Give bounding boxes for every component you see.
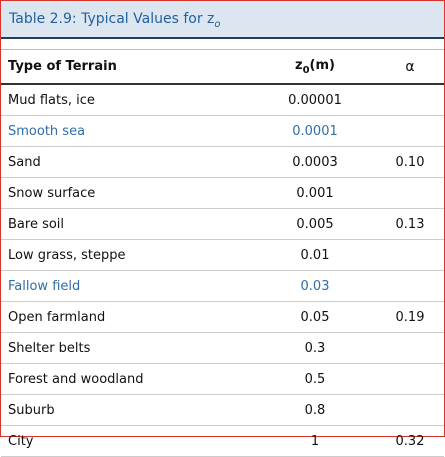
terrain-cell: Suburb [1,394,254,426]
terrain-cell: Mud flats, ice [1,84,254,116]
alpha-cell [376,363,444,395]
data-table: Type of Terrain z0(m) α Mud flats, ice 0.… [1,49,444,457]
table-title: Table 2.9: Typical Values for zo [1,1,444,39]
column-header: z0(m) [254,49,376,85]
alpha-cell [376,115,444,147]
column-header-text: z [295,57,303,73]
terrain-cell: Open farmland [1,301,254,333]
z0-cell: 0.0001 [254,115,376,147]
alpha-cell [376,394,444,426]
z0-cell: 0.005 [254,208,376,240]
table-row: Bare soil 0.005 0.13 [1,208,444,240]
terrain-cell: Forest and woodland [1,363,254,395]
table-row: Sand 0.0003 0.10 [1,146,444,178]
alpha-cell: 0.10 [376,146,444,178]
table-row: Snow surface 0.001 [1,177,444,209]
z0-cell: 0.00001 [254,84,376,116]
z0-cell: 0.03 [254,270,376,302]
table-body: Mud flats, ice 0.00001 Smooth sea 0.0001 San… [1,84,444,457]
alpha-cell [376,270,444,302]
alpha-cell: 0.19 [376,301,444,333]
table-row: Low grass, steppe 0.01 [1,239,444,271]
column-header: Type of Terrain [1,49,254,85]
z0-cell: 0.0003 [254,146,376,178]
terrain-cell: Low grass, steppe [1,239,254,271]
alpha-cell [376,177,444,209]
table-row: City 1 0.32 [1,425,444,457]
alpha-cell [376,332,444,364]
title-text: Table 2.9: Typical Values for z [9,11,215,27]
alpha-cell [376,84,444,116]
terrain-cell: Snow surface [1,177,254,209]
column-header: α [376,49,444,85]
z0-cell: 0.5 [254,363,376,395]
table-row: Open farmland 0.05 0.19 [1,301,444,333]
terrain-cell: Bare soil [1,208,254,240]
terrain-cell: Smooth sea [1,115,254,147]
terrain-cell: Shelter belts [1,332,254,364]
z0-cell: 0.001 [254,177,376,209]
z0-cell: 0.8 [254,394,376,426]
table-row: Mud flats, ice 0.00001 [1,84,444,116]
table-row[interactable]: Smooth sea 0.0001 [1,115,444,147]
z0-cell: 0.05 [254,301,376,333]
table-row[interactable]: Fallow field 0.03 [1,270,444,302]
table-row: Suburb 0.8 [1,394,444,426]
header-row: Type of Terrain z0(m) α [1,49,444,85]
column-header-subscript: 0 [302,64,310,76]
alpha-cell [376,239,444,271]
terrain-cell: Sand [1,146,254,178]
alpha-cell: 0.13 [376,208,444,240]
z0-cell: 1 [254,425,376,457]
terrain-cell: Fallow field [1,270,254,302]
table-row: Shelter belts 0.3 [1,332,444,364]
table-row: Forest and woodland 0.5 [1,363,444,395]
terrain-cell: City [1,425,254,457]
column-header-unit: (m) [309,57,335,73]
alpha-cell: 0.32 [376,425,444,457]
z0-cell: 0.3 [254,332,376,364]
z0-cell: 0.01 [254,239,376,271]
title-subscript: o [214,19,221,30]
